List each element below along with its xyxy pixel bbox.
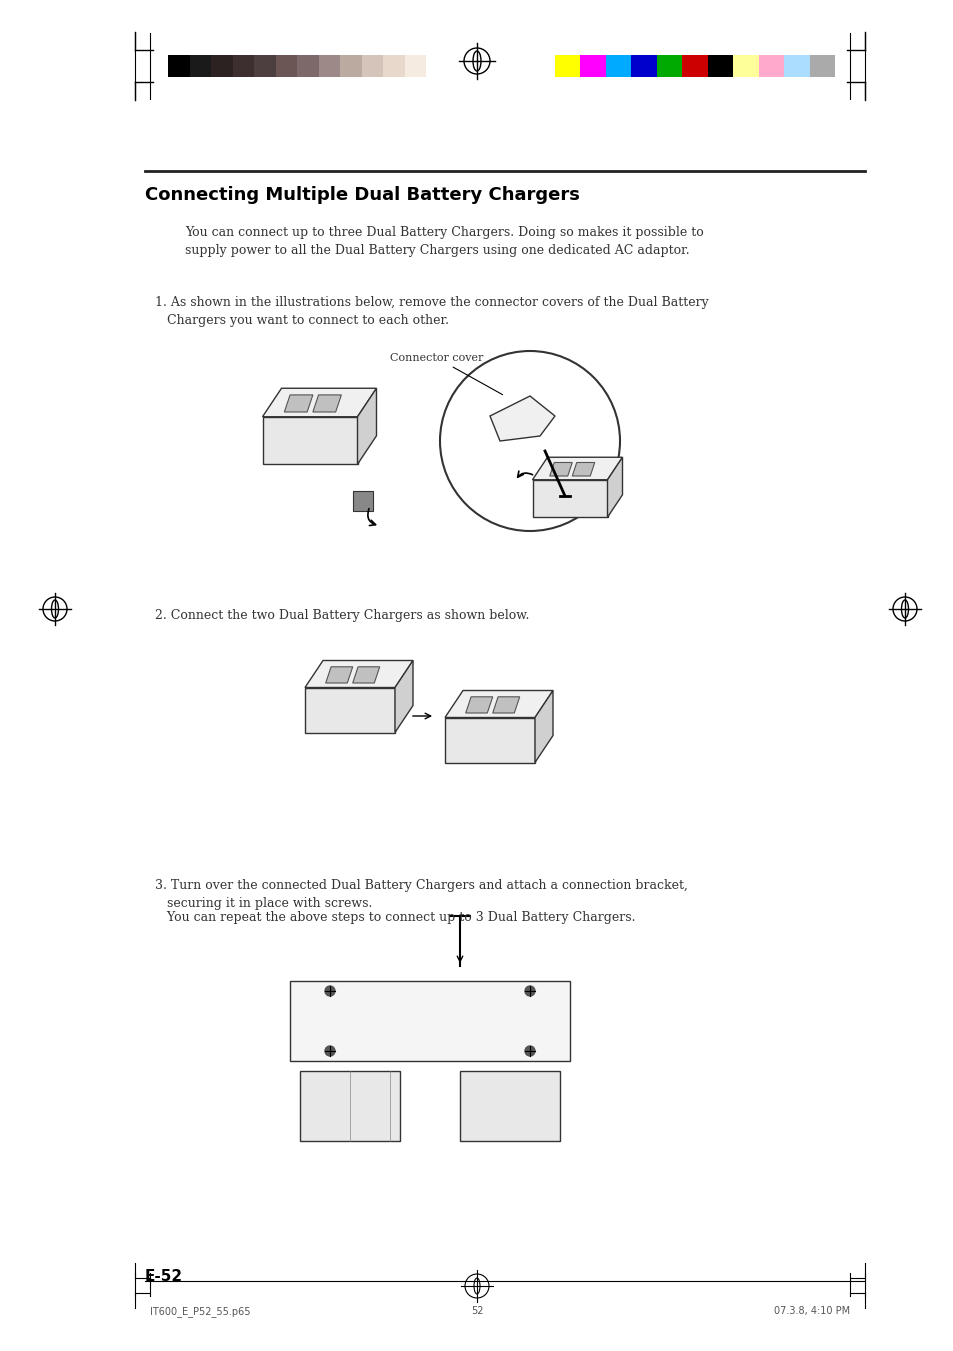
Bar (340, 55, 361, 77)
Text: E-52: E-52 (145, 1269, 183, 1283)
Text: 52: 52 (470, 1306, 483, 1316)
Bar (809, 55, 834, 77)
Polygon shape (313, 394, 341, 412)
Text: 2. Connect the two Dual Battery Chargers as shown below.: 2. Connect the two Dual Battery Chargers… (154, 609, 529, 621)
Polygon shape (535, 690, 553, 762)
Polygon shape (607, 457, 622, 517)
Text: IT600_E_P52_55.p65: IT600_E_P52_55.p65 (150, 1306, 251, 1317)
Circle shape (524, 986, 535, 996)
Text: You can connect up to three Dual Battery Chargers. Doing so makes it possible to: You can connect up to three Dual Battery… (185, 226, 703, 257)
Bar (783, 55, 809, 77)
Polygon shape (305, 688, 395, 732)
Bar (190, 55, 211, 77)
Text: You can repeat the above steps to connect up to 3 Dual Battery Chargers.: You can repeat the above steps to connec… (154, 911, 635, 924)
Bar (631, 55, 656, 77)
Bar (555, 55, 579, 77)
Text: Connector cover: Connector cover (390, 353, 502, 394)
Text: 3. Turn over the connected Dual Battery Chargers and attach a connection bracket: 3. Turn over the connected Dual Battery … (154, 880, 687, 911)
Bar (383, 55, 404, 77)
Polygon shape (353, 490, 373, 511)
Bar (426, 55, 448, 77)
Polygon shape (532, 480, 607, 517)
Bar (361, 55, 383, 77)
Text: 1. As shown in the illustrations below, remove the connector covers of the Dual : 1. As shown in the illustrations below, … (154, 296, 708, 327)
Polygon shape (490, 396, 555, 440)
Polygon shape (492, 697, 519, 713)
Polygon shape (572, 462, 594, 476)
Polygon shape (465, 697, 492, 713)
Bar (404, 55, 426, 77)
Bar (758, 55, 783, 77)
Polygon shape (290, 981, 569, 1061)
Polygon shape (549, 462, 572, 476)
Circle shape (524, 1046, 535, 1056)
Bar (459, 1071, 559, 1142)
Circle shape (325, 1046, 335, 1056)
Bar (681, 55, 707, 77)
Bar (733, 55, 758, 77)
Polygon shape (262, 416, 357, 465)
Polygon shape (395, 661, 413, 732)
Polygon shape (532, 457, 622, 480)
Text: Connecting Multiple Dual Battery Chargers: Connecting Multiple Dual Battery Charger… (145, 186, 579, 204)
Polygon shape (262, 388, 376, 416)
Bar (605, 55, 631, 77)
Circle shape (325, 986, 335, 996)
Bar (233, 55, 253, 77)
Polygon shape (444, 717, 535, 762)
Bar (707, 55, 733, 77)
Bar (318, 55, 340, 77)
Polygon shape (325, 667, 353, 684)
Bar (211, 55, 233, 77)
Bar (275, 55, 297, 77)
Polygon shape (353, 667, 379, 684)
Bar (579, 55, 605, 77)
Bar (299, 1071, 399, 1142)
Polygon shape (305, 661, 413, 688)
Polygon shape (444, 690, 553, 717)
Bar (656, 55, 681, 77)
Bar (253, 55, 275, 77)
Bar (297, 55, 318, 77)
Text: 07.3.8, 4:10 PM: 07.3.8, 4:10 PM (773, 1306, 849, 1316)
Polygon shape (357, 388, 376, 465)
Polygon shape (284, 394, 313, 412)
Bar (168, 55, 190, 77)
